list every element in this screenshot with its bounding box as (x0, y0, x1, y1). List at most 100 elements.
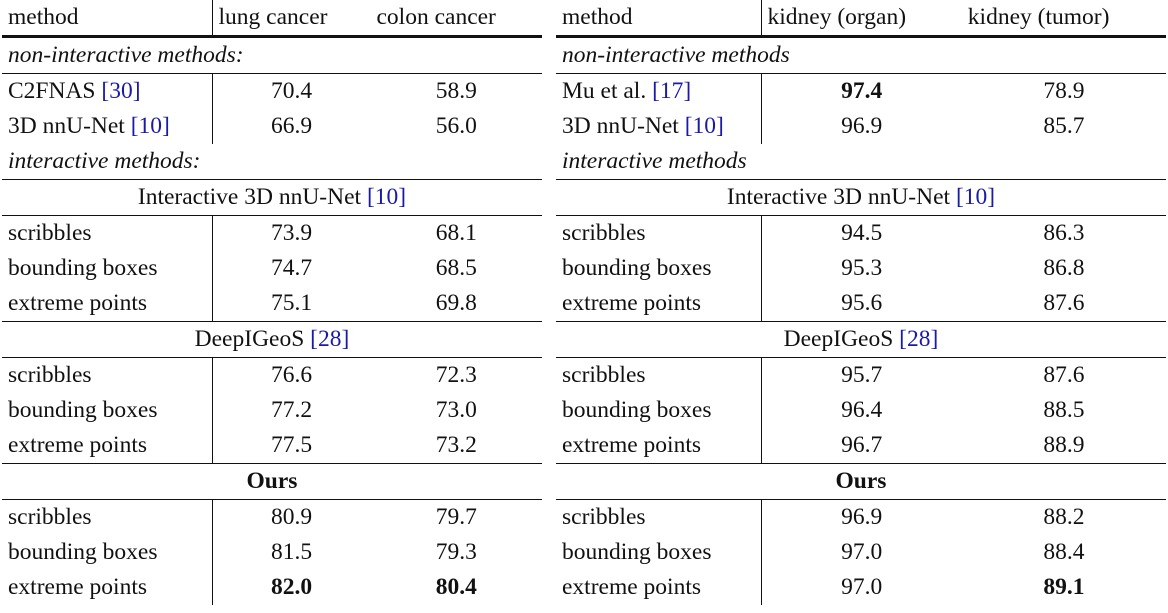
score: 95.6 (841, 290, 883, 316)
score: 88.9 (1043, 432, 1085, 458)
method-cell: extreme points (2, 428, 213, 464)
value-cell: 77.5 (212, 428, 371, 464)
score: 58.9 (435, 78, 477, 104)
value-cell: 85.7 (962, 109, 1166, 144)
group-cell: Ours (556, 463, 1166, 500)
value-cell: 88.2 (962, 500, 1166, 536)
method-name: bounding boxes (562, 255, 712, 281)
section-label: interactive methods (562, 148, 747, 174)
value-cell: 56.0 (371, 109, 543, 144)
row-row: 3D nnU-Net [10] 66.9 56.0 (2, 109, 542, 144)
method-cell: extreme points (2, 286, 213, 322)
score: 87.6 (1043, 362, 1085, 388)
value-cell: 76.6 (212, 358, 371, 394)
score: 82.0 (270, 574, 313, 600)
row-row: bounding boxes 96.4 88.5 (556, 393, 1166, 428)
section-row: non-interactive methods (556, 36, 1166, 74)
value-cell: 81.5 (212, 535, 371, 570)
group-cell: DeepIGeoS [28] (556, 321, 1166, 358)
value-cell: 69.8 (371, 286, 543, 322)
row-row: extreme points 95.6 87.6 (556, 286, 1166, 322)
method-name: C2FNAS (8, 78, 96, 104)
citation: [10] (130, 113, 170, 139)
method-name: scribbles (562, 362, 646, 388)
value-cell: 79.3 (371, 535, 543, 570)
method-cell: bounding boxes (2, 393, 213, 428)
method-name: 3D nnU-Net (8, 113, 125, 139)
group-cell: Interactive 3D nnU-Net [10] (556, 179, 1166, 216)
header-cell: kidney (tumor) (961, 0, 1166, 38)
method-cell: bounding boxes (556, 393, 762, 428)
results-table: method lung cancer colon cancer non-interac… (2, 0, 542, 605)
method-cell: bounding boxes (2, 251, 213, 286)
method-name: extreme points (562, 432, 702, 458)
method-name: extreme points (8, 574, 148, 600)
citation: [28] (310, 326, 350, 352)
row-row: bounding boxes 81.5 79.3 (2, 535, 542, 570)
row-row: extreme points 75.1 69.8 (2, 286, 542, 322)
value-cell: 70.4 (212, 74, 371, 110)
group-row: Ours (556, 463, 1166, 500)
method-name: extreme points (8, 290, 148, 316)
citation: [10] (366, 184, 407, 210)
group-label: Ours (835, 468, 887, 494)
group-row: DeepIGeoS [28] (2, 321, 542, 358)
row-row: scribbles 94.5 86.3 (556, 215, 1166, 251)
value-cell: 88.9 (962, 428, 1166, 464)
citation: [30] (101, 78, 141, 104)
value-cell: 79.7 (371, 500, 543, 536)
score: 73.9 (270, 220, 313, 246)
section-cell: interactive methods: (2, 144, 542, 180)
value-cell: 78.9 (962, 74, 1166, 110)
method-cell: bounding boxes (556, 251, 762, 286)
row-row: extreme points 96.7 88.9 (556, 428, 1166, 464)
score: 76.6 (270, 362, 313, 388)
score: 77.2 (270, 397, 313, 423)
row-row: scribbles 76.6 72.3 (2, 357, 542, 394)
group-cell: Interactive 3D nnU-Net [10] (2, 179, 542, 216)
results-table: method kidney (organ) kidney (tumor) non-in… (556, 0, 1166, 605)
value-cell: 80.9 (212, 500, 371, 536)
row-row: Mu et al. [17] 97.4 78.9 (556, 73, 1166, 110)
group-label: Interactive 3D nnU-Net (726, 184, 951, 210)
score: 73.2 (435, 432, 477, 458)
value-cell: 87.6 (962, 358, 1166, 394)
value-cell: 95.7 (761, 358, 962, 394)
score: 94.5 (841, 220, 883, 246)
value-cell: 75.1 (212, 286, 371, 322)
citation: [17] (652, 78, 692, 104)
score: 86.3 (1043, 220, 1085, 246)
method-cell: C2FNAS [30] (2, 73, 213, 109)
value-cell: 82.0 (212, 570, 371, 605)
method-cell: scribbles (556, 357, 762, 393)
header-row: method lung cancer colon cancer (2, 0, 542, 38)
score: 95.7 (841, 362, 883, 388)
group-row: DeepIGeoS [28] (556, 321, 1166, 358)
method-cell: Mu et al. [17] (556, 73, 762, 109)
row-row: scribbles 96.9 88.2 (556, 499, 1166, 536)
value-cell: 58.9 (371, 74, 543, 110)
header-cell: method (2, 0, 213, 38)
citation: [10] (684, 113, 724, 139)
value-cell: 86.8 (962, 251, 1166, 286)
method-cell: extreme points (556, 286, 762, 322)
value-cell: 96.4 (761, 393, 962, 428)
value-cell: 88.4 (962, 535, 1166, 570)
method-name: extreme points (562, 290, 702, 316)
score: 69.8 (435, 290, 477, 316)
score: 96.9 (841, 113, 883, 139)
value-cell: 96.9 (761, 109, 962, 144)
score: 96.4 (841, 397, 883, 423)
score: 75.1 (270, 290, 313, 316)
score: 72.3 (435, 362, 477, 388)
value-cell: 89.1 (962, 570, 1166, 605)
method-cell: scribbles (556, 215, 762, 251)
group-row: Ours (2, 463, 542, 500)
value-cell: 95.3 (761, 251, 962, 286)
score: 74.7 (270, 255, 313, 281)
score: 97.4 (841, 78, 883, 104)
method-name: extreme points (8, 432, 148, 458)
method-name: scribbles (8, 220, 92, 246)
row-row: extreme points 77.5 73.2 (2, 428, 542, 464)
value-cell: 66.9 (212, 109, 371, 144)
